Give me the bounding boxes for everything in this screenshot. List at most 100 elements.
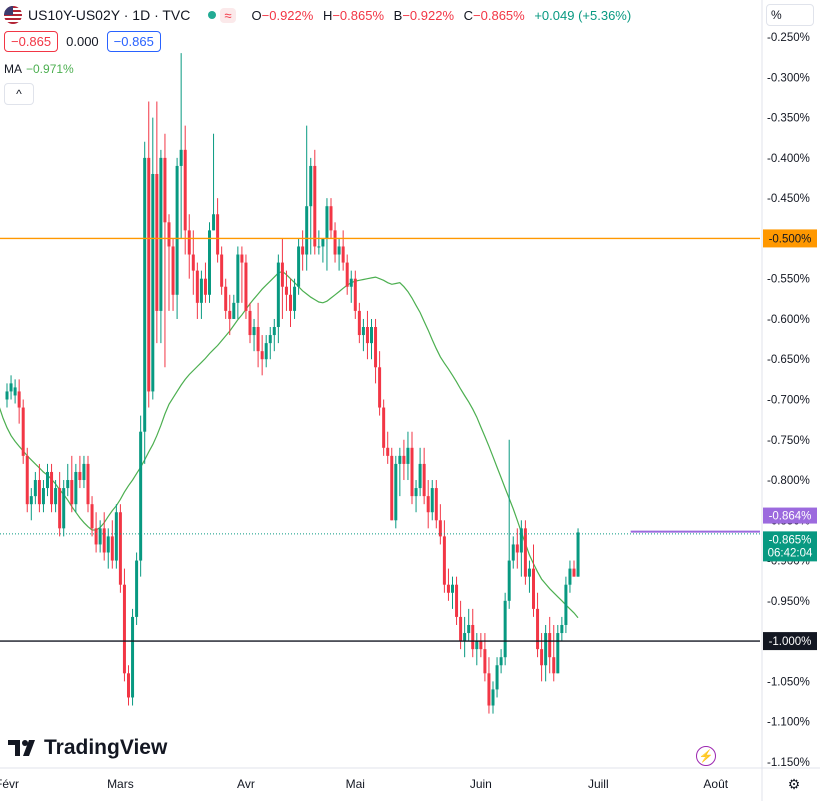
candle-body bbox=[244, 262, 248, 311]
candle-body bbox=[386, 447, 390, 456]
candle-body bbox=[191, 254, 195, 271]
candle-body bbox=[442, 536, 446, 585]
x-tick-label: Juin bbox=[470, 777, 492, 791]
candle-body bbox=[62, 488, 66, 529]
candle-body bbox=[471, 624, 475, 650]
y-tick-label: -0.600% bbox=[767, 314, 810, 326]
candle-body bbox=[179, 149, 183, 166]
candle-body bbox=[248, 310, 252, 336]
x-tick-label: Août bbox=[703, 777, 728, 791]
sell-button[interactable]: −0.865 bbox=[4, 30, 59, 52]
candle-body bbox=[167, 222, 171, 247]
spread-value: 0.000 bbox=[66, 33, 99, 49]
logo-text: TradingView bbox=[44, 736, 168, 759]
last-price-label-bg bbox=[763, 531, 817, 562]
candle-body bbox=[325, 206, 329, 239]
candle-body bbox=[224, 286, 228, 311]
candle-body bbox=[280, 262, 284, 287]
candle-body bbox=[463, 633, 467, 642]
candle-body bbox=[418, 463, 422, 489]
candle-body bbox=[256, 327, 260, 352]
candle-body bbox=[199, 278, 203, 303]
tradingview-mark-icon bbox=[8, 740, 35, 756]
horizontal-line-label-bg bbox=[763, 632, 817, 651]
candle-body bbox=[515, 544, 519, 553]
buy-button[interactable]: −0.865 bbox=[106, 30, 161, 52]
candle-body bbox=[110, 536, 114, 561]
candle-body bbox=[139, 431, 143, 561]
alert-price-label: -0.864% bbox=[769, 511, 812, 523]
candle-body bbox=[216, 214, 220, 255]
candle-body bbox=[187, 230, 191, 255]
horizontal-line-label: -0.500% bbox=[769, 233, 812, 245]
candle-body bbox=[78, 471, 82, 481]
ohlc-values: O−0.922% H−0.865% B−0.922% C−0.865% +0.0… bbox=[251, 7, 632, 23]
candle-body bbox=[503, 600, 507, 658]
candle-body bbox=[483, 649, 487, 674]
candle-body bbox=[268, 335, 272, 344]
candle-body bbox=[548, 633, 552, 658]
tradingview-logo[interactable]: TradingView bbox=[8, 736, 167, 760]
y-tick-label: -0.800% bbox=[767, 475, 810, 487]
wave-icon[interactable]: ≈ bbox=[220, 7, 236, 23]
candle-body bbox=[106, 536, 110, 553]
candle-body bbox=[86, 463, 90, 505]
candle-body bbox=[398, 455, 402, 464]
candle-body bbox=[25, 455, 29, 505]
candle-body bbox=[228, 310, 232, 319]
candle-body bbox=[5, 391, 9, 400]
candle-body bbox=[422, 463, 426, 497]
candle-body bbox=[135, 560, 139, 617]
settings-gear-icon[interactable]: ⚙ bbox=[787, 776, 801, 792]
candle-body bbox=[220, 254, 224, 287]
unit-selector[interactable]: % bbox=[766, 4, 814, 26]
candle-body bbox=[131, 616, 135, 698]
candle-body bbox=[175, 165, 179, 295]
y-tick-label: -0.450% bbox=[767, 193, 810, 205]
candle-body bbox=[195, 270, 199, 303]
y-tick-label: -0.250% bbox=[767, 32, 810, 44]
symbol-title[interactable]: US10Y-US02Y · 1D · TVC bbox=[28, 7, 191, 23]
candle-body bbox=[127, 673, 130, 698]
candle-body bbox=[13, 387, 17, 396]
candle-body bbox=[438, 520, 442, 537]
candle-body bbox=[540, 649, 544, 666]
collapse-chevron-up-icon[interactable]: ^ bbox=[4, 83, 34, 105]
candle-body bbox=[232, 302, 236, 319]
candle-body bbox=[329, 206, 333, 231]
candle-body bbox=[147, 157, 151, 392]
y-tick-label: -0.300% bbox=[767, 72, 810, 84]
candle-body bbox=[406, 447, 410, 464]
candle-body bbox=[527, 568, 531, 577]
price-change: +0.049 (+5.36%) bbox=[534, 7, 632, 23]
candle-body bbox=[495, 665, 499, 690]
x-tick-label: Mai bbox=[346, 777, 365, 791]
candle-body bbox=[102, 528, 106, 553]
candle-body bbox=[94, 528, 98, 545]
candle-body bbox=[544, 633, 548, 666]
candle-body bbox=[309, 165, 313, 207]
candle-body bbox=[151, 173, 155, 392]
candle-body bbox=[37, 480, 41, 505]
candle-body bbox=[208, 230, 211, 295]
candle-body bbox=[434, 488, 438, 521]
y-tick-label: -1.050% bbox=[767, 676, 810, 688]
candle-body bbox=[341, 246, 345, 263]
candle-body bbox=[317, 246, 321, 248]
candle-body bbox=[260, 351, 264, 360]
candle-body bbox=[143, 157, 147, 432]
ma-legend[interactable]: MA −0.971% bbox=[4, 62, 74, 76]
candle-body bbox=[212, 214, 216, 231]
candle-body bbox=[337, 246, 341, 255]
candle-body bbox=[511, 544, 515, 561]
candle-body bbox=[90, 504, 94, 529]
candle-body bbox=[155, 173, 159, 311]
candle-body bbox=[467, 624, 471, 634]
y-tick-label: -0.650% bbox=[767, 354, 810, 366]
candle-body bbox=[82, 463, 86, 481]
ma-value: −0.971% bbox=[26, 62, 74, 76]
lightning-icon[interactable]: ⚡ bbox=[696, 746, 716, 766]
candle-body bbox=[455, 584, 459, 617]
y-tick-label: -1.100% bbox=[767, 717, 810, 729]
